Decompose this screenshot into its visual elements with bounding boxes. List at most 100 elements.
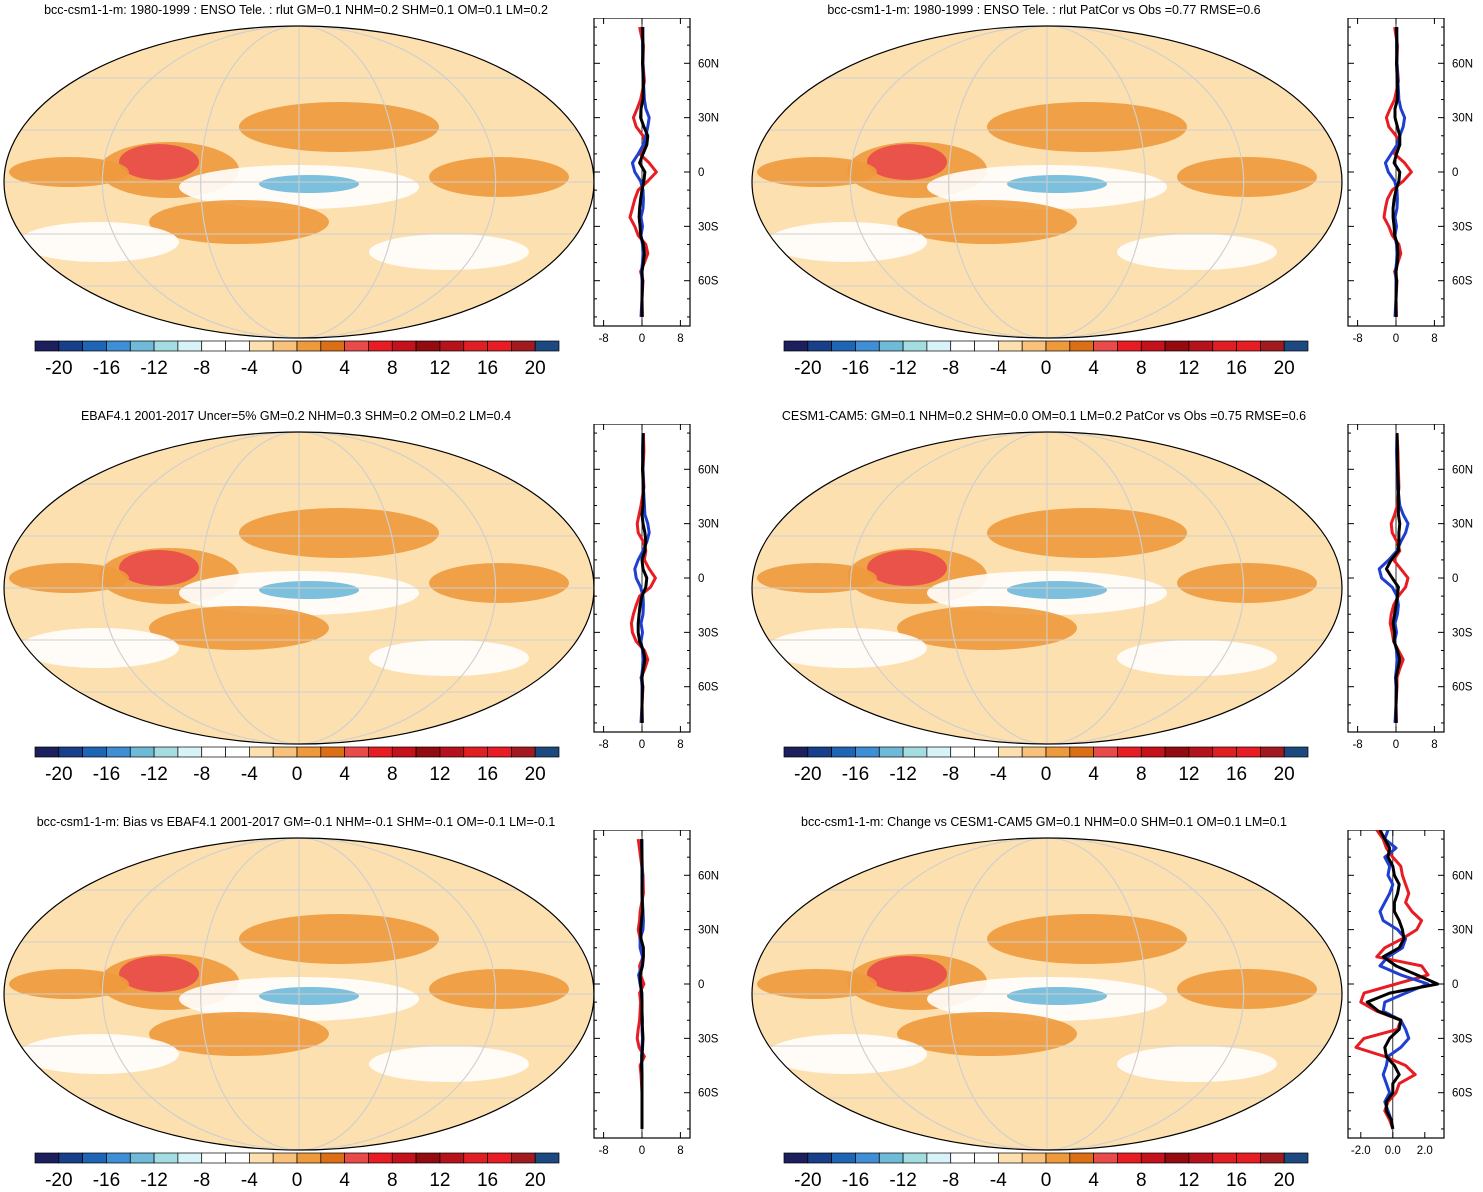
colorbar-label: 12 xyxy=(1178,358,1199,379)
x-tick-label: 0 xyxy=(1393,739,1399,751)
lat-tick-label: 0 xyxy=(1452,573,1458,585)
lat-tick-label: 30N xyxy=(698,113,719,125)
colorbar-swatch xyxy=(368,340,393,352)
colorbar-swatch xyxy=(1164,746,1190,758)
colorbar-label: 12 xyxy=(1178,764,1199,785)
colorbar-swatch xyxy=(1021,340,1047,352)
colorbar-swatch xyxy=(463,340,488,352)
colorbar-swatch xyxy=(249,1152,274,1164)
colorbar-label: 12 xyxy=(429,764,450,785)
lat-tick-label: 30N xyxy=(698,925,719,937)
colorbar-swatch xyxy=(344,746,369,758)
map-title: bcc-csm1-1-m: 1980-1999 : ENSO Tele. : r… xyxy=(44,3,548,17)
colorbar-label: 20 xyxy=(1274,764,1295,785)
colorbar-swatch xyxy=(511,1152,536,1164)
colorbar-swatch xyxy=(487,746,512,758)
lat-tick-label: 60N xyxy=(1452,464,1473,476)
colorbar-swatch xyxy=(1117,746,1142,758)
x-tick-label: 8 xyxy=(677,1145,683,1157)
colorbar-label: 0 xyxy=(292,764,303,785)
x-tick-label: 8 xyxy=(677,333,683,345)
lat-tick-label: 60S xyxy=(698,682,719,694)
colorbar-swatch xyxy=(1069,746,1094,758)
colorbar-swatch xyxy=(1283,1152,1309,1164)
colorbar-label: -16 xyxy=(842,1170,869,1191)
colorbar-swatch xyxy=(106,1152,131,1164)
colorbar-swatch xyxy=(1283,340,1309,352)
zonal-series-2 xyxy=(636,433,649,723)
map-model xyxy=(3,25,595,339)
colorbar-label: 4 xyxy=(339,1170,350,1191)
lat-tick-label: 30N xyxy=(698,519,719,531)
lat-tick-label: 60S xyxy=(1452,276,1473,288)
colorbar-label: -12 xyxy=(140,764,167,785)
colorbar-swatch xyxy=(129,746,155,758)
colorbar-label: 8 xyxy=(1136,764,1147,785)
colorbar-label: 20 xyxy=(1274,358,1295,379)
colorbar-swatch xyxy=(855,746,880,758)
x-tick-label: 8 xyxy=(1431,333,1437,345)
colorbar-swatch xyxy=(320,746,345,758)
x-tick-label: 0 xyxy=(639,333,645,345)
colorbar-swatch xyxy=(463,746,488,758)
colorbar-label: -12 xyxy=(140,358,167,379)
colorbar-swatch xyxy=(511,340,536,352)
x-tick-label: -2.0 xyxy=(1351,1145,1371,1157)
colorbar-swatch xyxy=(439,1152,465,1164)
colorbar-swatch xyxy=(1021,746,1047,758)
colorbar-label: 0 xyxy=(1041,358,1052,379)
colorbar-label: 4 xyxy=(1088,358,1099,379)
lat-tick-label: 60S xyxy=(1452,682,1473,694)
lat-tick-label: 60N xyxy=(1452,58,1473,70)
colorbar-label: 4 xyxy=(339,358,350,379)
zonal-series-2 xyxy=(638,839,645,1129)
lat-tick-label: 30S xyxy=(1452,221,1473,233)
colorbar-label: 20 xyxy=(525,1170,546,1191)
colorbar-swatch xyxy=(807,746,832,758)
colorbar-swatch xyxy=(1283,746,1309,758)
colorbar-swatch xyxy=(855,1152,880,1164)
colorbar-label: -8 xyxy=(193,1170,210,1191)
colorbar-swatch xyxy=(201,1152,226,1164)
colorbar-swatch xyxy=(534,340,560,352)
colorbar-swatch xyxy=(511,746,536,758)
colorbar-swatch xyxy=(902,1152,928,1164)
colorbar-label: -8 xyxy=(942,1170,959,1191)
map-change xyxy=(751,837,1343,1151)
colorbar-label: -12 xyxy=(889,1170,916,1191)
colorbar-swatch xyxy=(1188,340,1214,352)
x-tick-label: 0 xyxy=(1393,333,1399,345)
colorbar-swatch xyxy=(82,746,107,758)
x-tick-label: 2.0 xyxy=(1417,1145,1433,1157)
colorbar-swatch xyxy=(902,340,928,352)
x-tick-label: 8 xyxy=(1431,739,1437,751)
colorbar-label: -20 xyxy=(794,1170,821,1191)
x-tick-label: 0 xyxy=(639,739,645,751)
colorbar-swatch xyxy=(415,1152,441,1164)
colorbar-swatch xyxy=(807,1152,832,1164)
colorbar-label: 20 xyxy=(525,358,546,379)
colorbar-label: -16 xyxy=(842,358,869,379)
colorbar-swatch xyxy=(415,746,441,758)
map-bias xyxy=(3,837,595,1151)
zonal-series-2 xyxy=(1391,27,1402,317)
colorbar-label: 16 xyxy=(477,1170,498,1191)
colorbar-label: 16 xyxy=(1226,358,1247,379)
colorbar-swatch xyxy=(1236,746,1261,758)
colorbar-swatch xyxy=(783,746,809,758)
colorbar-swatch xyxy=(1069,340,1094,352)
colorbar-swatch xyxy=(1117,340,1142,352)
map-title: bcc-csm1-1-m: 1980-1999 : ENSO Tele. : r… xyxy=(827,3,1261,17)
lat-tick-label: 60N xyxy=(1452,870,1473,882)
colorbar-swatch xyxy=(296,746,322,758)
colorbar-swatch xyxy=(998,746,1023,758)
colorbar-swatch xyxy=(534,746,560,758)
colorbar-label: 8 xyxy=(1136,358,1147,379)
lat-tick-label: 30N xyxy=(1452,519,1473,531)
colorbar-swatch xyxy=(1236,1152,1261,1164)
lat-tick-label: 30S xyxy=(698,1033,719,1045)
colorbar-label: 16 xyxy=(477,358,498,379)
colorbar-swatch xyxy=(249,340,274,352)
